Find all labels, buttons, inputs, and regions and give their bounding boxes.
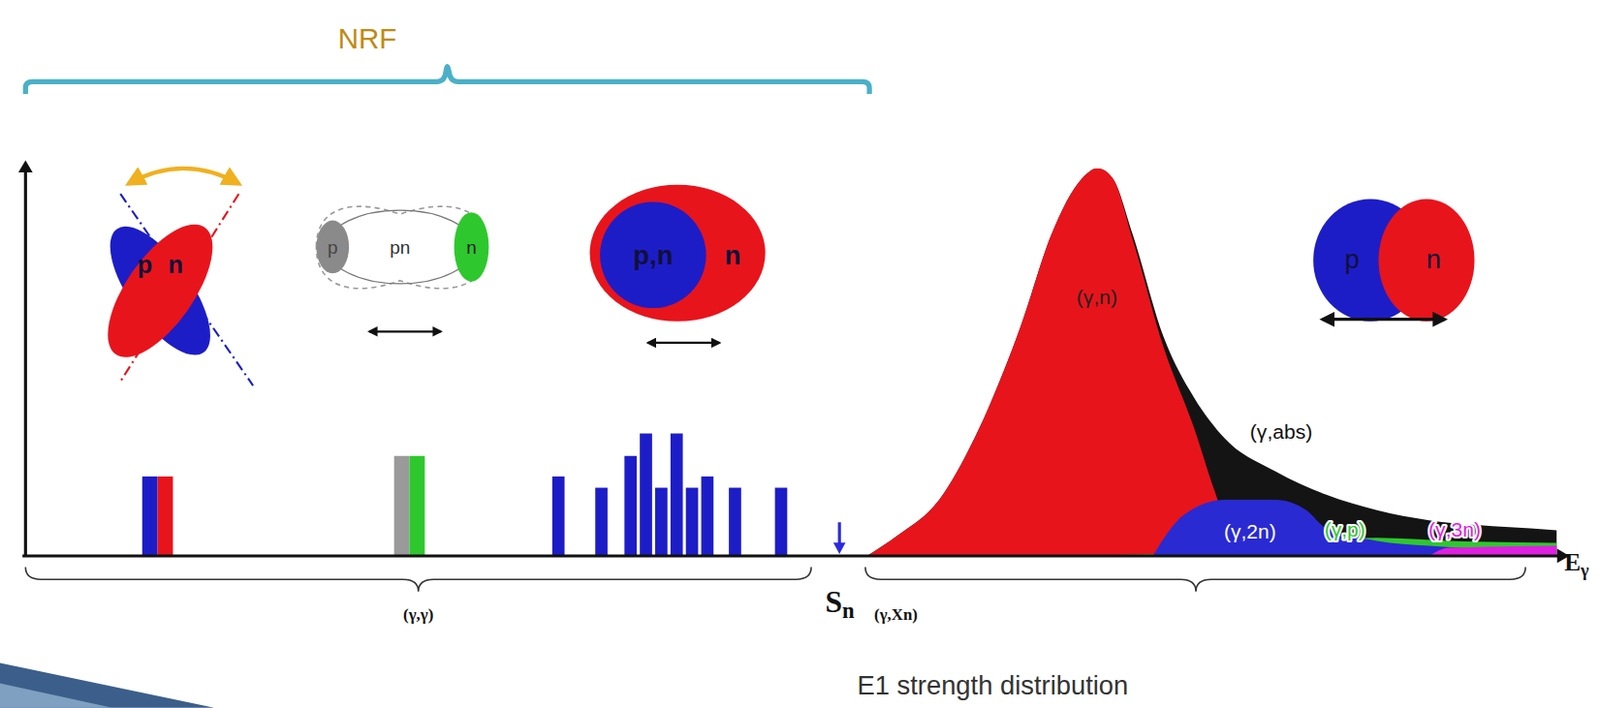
svg-text:(γ,Xn): (γ,Xn): [874, 605, 918, 625]
svg-text:(γ,γ): (γ,γ): [403, 605, 434, 625]
svg-text:(γ,p): (γ,p): [1324, 518, 1366, 541]
svg-text:Sn: Sn: [824, 585, 855, 624]
svg-text:(γ,abs): (γ,abs): [1250, 420, 1313, 443]
svg-text:p: p: [327, 237, 339, 258]
svg-text:n: n: [1426, 244, 1442, 275]
svg-text:E1 strength distribution: E1 strength distribution: [856, 670, 1129, 701]
svg-text:Eγ: Eγ: [1564, 548, 1590, 581]
svg-text:n: n: [466, 237, 477, 258]
svg-text:p,n: p,n: [632, 240, 673, 271]
svg-text:(γ,n): (γ,n): [1076, 285, 1118, 309]
svg-text:n: n: [167, 250, 183, 279]
svg-text:NRF: NRF: [338, 22, 398, 55]
svg-text:pn: pn: [389, 237, 410, 258]
svg-text:n: n: [724, 240, 742, 271]
svg-text:p: p: [1345, 244, 1360, 275]
svg-text:(γ,2n): (γ,2n): [1223, 520, 1277, 543]
svg-text:p: p: [137, 250, 153, 279]
svg-text:(γ,3n): (γ,3n): [1428, 518, 1481, 541]
